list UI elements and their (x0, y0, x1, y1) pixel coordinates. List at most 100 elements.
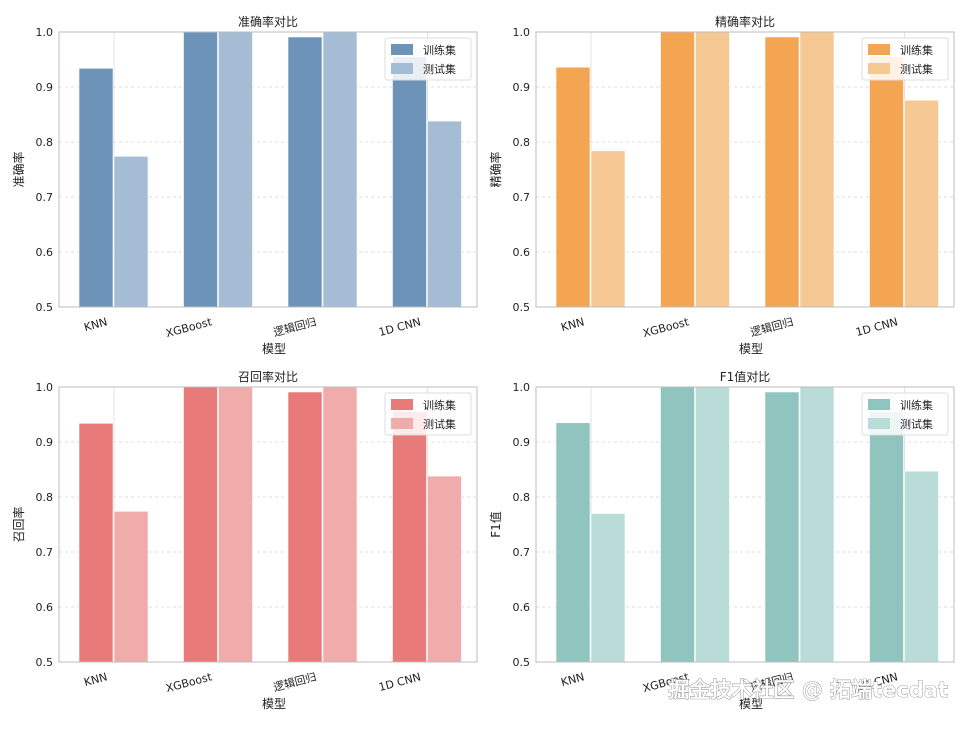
bar-train (555, 66, 591, 308)
x-tick-label: KNN (560, 670, 586, 689)
x-tick-label: XGBoost (164, 315, 214, 340)
watermark-text: 掘金技术社区 @ 拓端tecdat (668, 678, 948, 702)
x-tick-label: KNN (83, 315, 109, 334)
y-axis-label: 精确率 (488, 151, 503, 187)
legend-label: 测试集 (900, 62, 933, 76)
legend-swatch (391, 44, 413, 55)
legend-label: 测试集 (423, 417, 456, 431)
y-tick-label: 1.0 (36, 26, 54, 39)
legend-swatch (391, 418, 413, 429)
bar-train (392, 56, 427, 308)
legend-swatch (868, 399, 890, 410)
x-tick-label: KNN (83, 670, 109, 689)
plot-frame (535, 31, 955, 308)
y-tick-label: 0.8 (513, 491, 531, 504)
x-tick-label: 1D CNN (854, 315, 899, 339)
bar-test (427, 120, 462, 308)
bar-train (183, 31, 218, 308)
x-axis-label: 模型 (739, 342, 763, 356)
bar-test (322, 31, 358, 308)
x-tick-label: XGBoost (164, 670, 214, 695)
y-tick-label: 0.5 (36, 301, 54, 314)
x-tick-label: 1D CNN (377, 315, 422, 339)
legend-label: 测试集 (900, 417, 933, 431)
legend-swatch (868, 418, 890, 429)
y-tick-label: 0.5 (513, 301, 531, 314)
bar-train (869, 411, 904, 663)
bar-train (869, 56, 904, 308)
bar-test (322, 386, 358, 663)
bar-train (287, 36, 323, 308)
bar-train (183, 386, 218, 663)
bar-test (695, 31, 730, 308)
y-tick-label: 1.0 (36, 381, 54, 394)
legend-label: 训练集 (900, 43, 933, 57)
y-axis-label: F1值 (488, 511, 503, 538)
y-tick-label: 0.7 (36, 546, 54, 559)
y-tick-label: 1.0 (513, 381, 531, 394)
bar-train (555, 422, 591, 663)
y-tick-label: 0.8 (513, 136, 531, 149)
bar-test (904, 99, 939, 308)
y-tick-label: 0.9 (36, 81, 54, 94)
bar-test (113, 510, 149, 663)
y-tick-label: 0.8 (36, 491, 54, 504)
bar-test (799, 386, 835, 663)
y-tick-label: 0.6 (513, 246, 531, 259)
x-axis-label: 模型 (262, 697, 286, 711)
legend-label: 训练集 (423, 398, 456, 412)
x-axis-label: 模型 (262, 342, 286, 356)
legend-label: 训练集 (423, 43, 456, 57)
x-tick-label: 逻辑回归 (272, 669, 318, 694)
bar-test (427, 475, 462, 663)
chart-title: 召回率对比 (238, 369, 298, 384)
y-axis-label: 准确率 (11, 151, 26, 187)
bar-train (764, 36, 800, 308)
legend-swatch (868, 44, 890, 55)
chart-title: 精确率对比 (715, 14, 775, 29)
bar-test (695, 386, 730, 663)
bar-train (660, 386, 695, 663)
legend-swatch (868, 63, 890, 74)
y-tick-label: 0.7 (513, 191, 531, 204)
plot-frame (58, 386, 478, 663)
chart-panel-1: 0.5 0.6 0.7 0.8 0.9 1.0 KNN XGBoost 逻辑回归 1D CNN 准确… (11, 14, 478, 356)
bar-train (660, 31, 695, 308)
bar-test (218, 386, 253, 663)
bar-train (287, 391, 323, 663)
plot-frame (58, 31, 478, 308)
x-tick-label: 1D CNN (377, 670, 422, 694)
y-tick-label: 0.5 (36, 656, 54, 669)
legend-label: 训练集 (900, 398, 933, 412)
bar-train (78, 422, 114, 663)
chart-panel-3: 0.5 0.6 0.7 0.8 0.9 1.0 KNN XGBoost 逻辑回归 1D CNN 召回… (11, 369, 478, 711)
legend-label: 测试集 (423, 62, 456, 76)
chart-panel-2: 0.5 0.6 0.7 0.8 0.9 1.0 KNN XGBoost 逻辑回归 1D CNN 精确… (488, 14, 955, 356)
y-axis-label: 召回率 (11, 506, 26, 542)
x-tick-label: KNN (560, 315, 586, 334)
y-tick-label: 0.9 (36, 436, 54, 449)
y-tick-label: 0.7 (36, 191, 54, 204)
legend-swatch (391, 399, 413, 410)
bar-test (590, 150, 626, 308)
y-tick-label: 0.6 (36, 601, 54, 614)
legend-swatch (391, 63, 413, 74)
bar-test (113, 156, 149, 308)
bar-test (799, 31, 835, 308)
chart-title: 准确率对比 (238, 14, 298, 29)
x-tick-label: 逻辑回归 (749, 314, 795, 339)
y-tick-label: 0.8 (36, 136, 54, 149)
x-tick-label: XGBoost (641, 315, 691, 340)
y-tick-label: 1.0 (513, 26, 531, 39)
y-tick-label: 0.9 (513, 436, 531, 449)
bar-train (764, 391, 800, 663)
y-tick-label: 0.5 (513, 656, 531, 669)
plot-frame (535, 386, 955, 663)
bar-test (590, 513, 626, 663)
